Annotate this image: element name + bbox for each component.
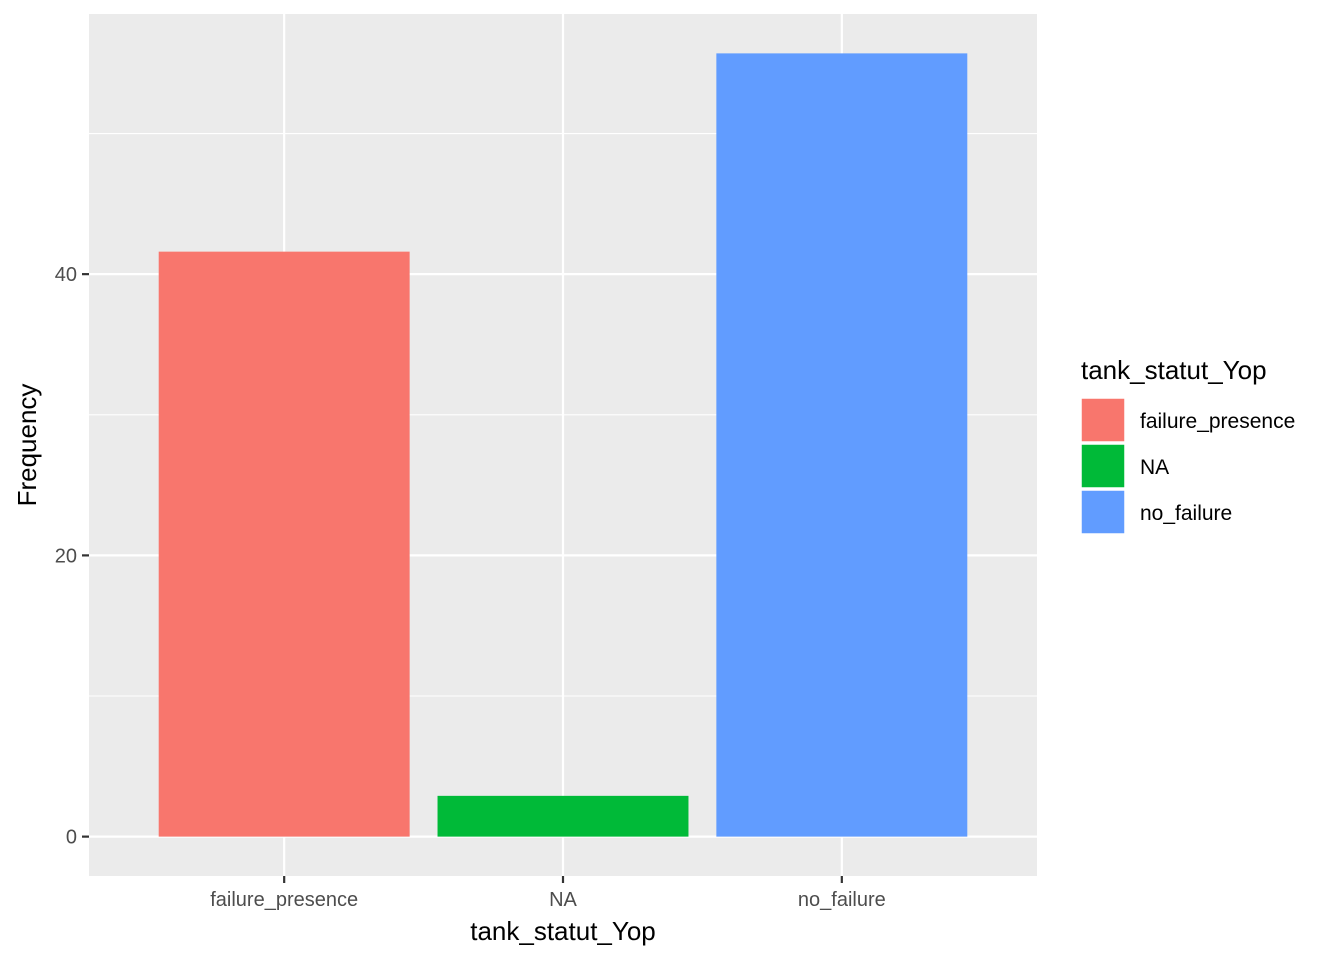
bar-na xyxy=(437,795,689,837)
y-tick-label: 40 xyxy=(55,264,77,286)
legend-label: no_failure xyxy=(1140,502,1232,525)
bar-failure-presence xyxy=(158,251,410,837)
legend: tank_statut_Yop failure_presence NA no_fai… xyxy=(1080,355,1295,535)
x-tick-label: failure_presence xyxy=(210,889,358,911)
y-axis-title: Frequency xyxy=(12,384,42,507)
x-tick-label: NA xyxy=(549,889,577,911)
bars xyxy=(158,53,968,837)
x-axis-title: tank_statut_Yop xyxy=(470,916,656,946)
legend-label: failure_presence xyxy=(1140,410,1295,433)
legend-key xyxy=(1080,397,1126,443)
x-tick-label: no_failure xyxy=(798,889,886,911)
legend-key xyxy=(1080,489,1126,535)
legend-label: NA xyxy=(1140,456,1169,479)
y-tick-label: 20 xyxy=(55,545,77,567)
bar-no-failure xyxy=(716,53,968,837)
legend-title: tank_statut_Yop xyxy=(1081,355,1267,385)
x-axis: failure_presence NA no_failure xyxy=(210,876,886,911)
y-tick-label: 0 xyxy=(66,827,77,849)
y-axis: 0 20 40 xyxy=(55,264,89,849)
legend-key xyxy=(1080,443,1126,489)
